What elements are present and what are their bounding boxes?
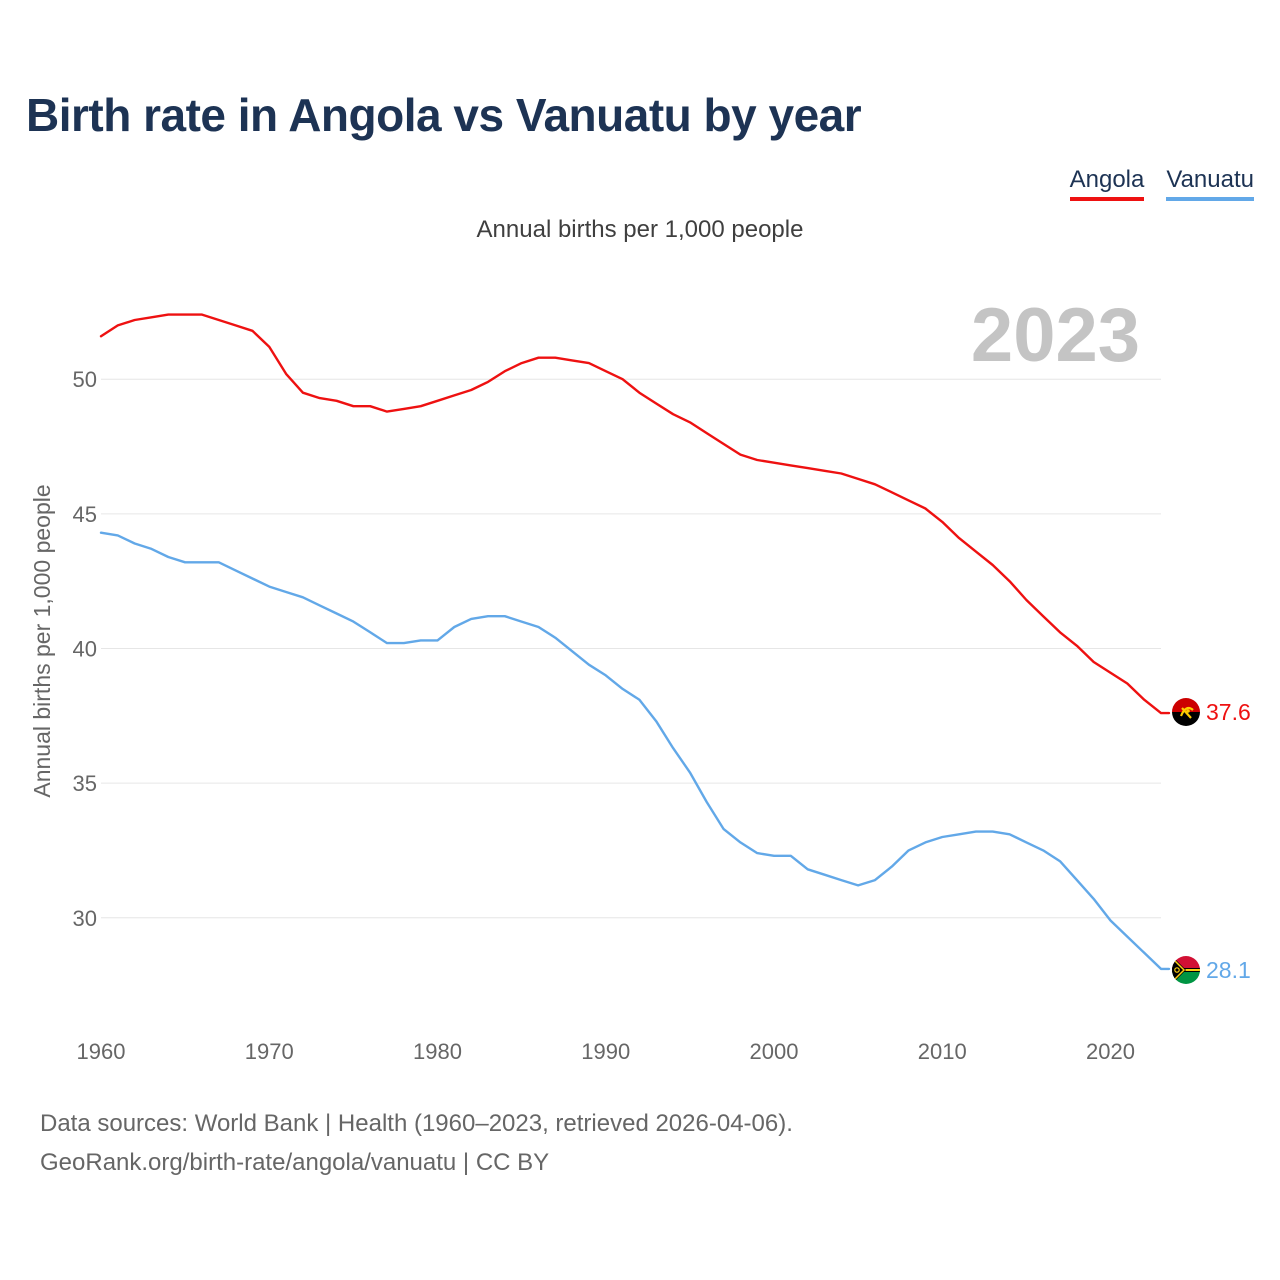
y-axis-label: Annual births per 1,000 people (29, 484, 55, 797)
x-tick-label: 1990 (581, 1039, 630, 1064)
y-tick-label: 40 (73, 637, 97, 662)
vanuatu-end-value: 28.1 (1206, 957, 1251, 983)
x-axis-ticks: 1960 1970 1980 1990 2000 2010 2020 (77, 1039, 1135, 1064)
source-link[interactable]: GeoRank.org/birth-rate/angola/vanuatu | … (40, 1149, 550, 1176)
x-tick-label: 1970 (245, 1039, 294, 1064)
y-tick-label: 35 (73, 771, 97, 796)
x-tick-label: 1980 (413, 1039, 462, 1064)
x-tick-label: 1960 (77, 1039, 126, 1064)
angola-line[interactable] (99, 313, 1171, 715)
vanuatu-line[interactable] (99, 531, 1171, 971)
x-tick-label: 2020 (1086, 1039, 1135, 1064)
y-tick-label: 30 (73, 906, 97, 931)
legend: Angola Vanuatu (1069, 166, 1254, 201)
x-tick-label: 2010 (918, 1039, 967, 1064)
series-lines (99, 313, 1171, 971)
y-tick-label: 50 (73, 367, 97, 392)
angola-flag-icon (1172, 698, 1200, 726)
legend-item-angola[interactable]: Angola (1069, 166, 1145, 201)
data-source-note: Data sources: World Bank | Health (1960–… (40, 1110, 793, 1137)
chart-title: Birth rate in Angola vs Vanuatu by year (26, 89, 862, 141)
angola-end-value: 37.6 (1206, 699, 1251, 725)
current-year-label: 2023 (971, 293, 1140, 378)
footer: Data sources: World Bank | Health (1960–… (40, 1104, 793, 1182)
y-tick-label: 45 (73, 502, 97, 527)
legend-item-vanuatu[interactable]: Vanuatu (1166, 166, 1254, 201)
vanuatu-flag-icon (1172, 956, 1200, 984)
x-tick-label: 2000 (750, 1039, 799, 1064)
y-axis-ticks: 30 35 40 45 50 (73, 367, 97, 931)
grid-lines (101, 378, 1161, 919)
chart-subtitle: Annual births per 1,000 people (476, 216, 804, 243)
